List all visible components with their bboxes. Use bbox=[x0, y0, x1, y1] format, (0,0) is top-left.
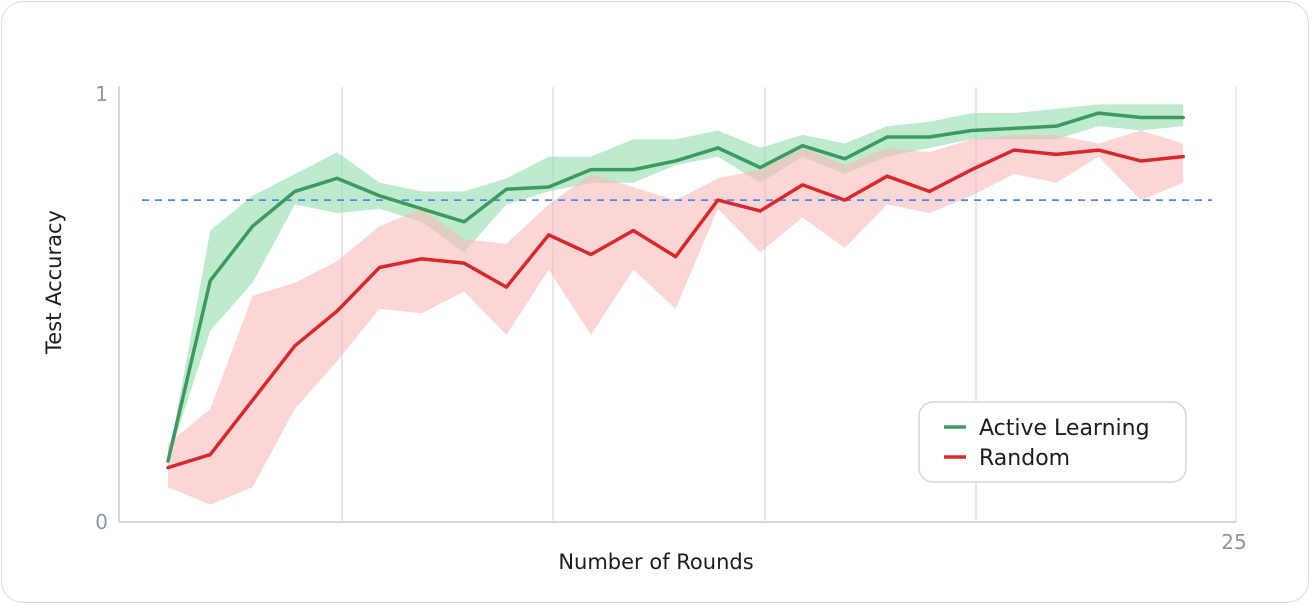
x-tick-label-end: 25 bbox=[1221, 530, 1246, 554]
legend-label-random: Random bbox=[979, 446, 1070, 471]
band-random bbox=[168, 130, 1184, 505]
y-axis-label: Test Accuracy bbox=[42, 210, 66, 355]
legend: Active Learning Random bbox=[918, 401, 1187, 483]
band-active-learning bbox=[168, 104, 1184, 462]
legend-box bbox=[918, 401, 1187, 483]
series-lines bbox=[166, 111, 1185, 470]
y-tick-label-bottom: 0 bbox=[95, 510, 108, 534]
legend-label-active-learning: Active Learning bbox=[979, 416, 1150, 441]
confidence-bands bbox=[168, 104, 1184, 505]
x-axis-label: Number of Rounds bbox=[558, 550, 753, 574]
y-tick-label-top: 1 bbox=[95, 82, 108, 106]
